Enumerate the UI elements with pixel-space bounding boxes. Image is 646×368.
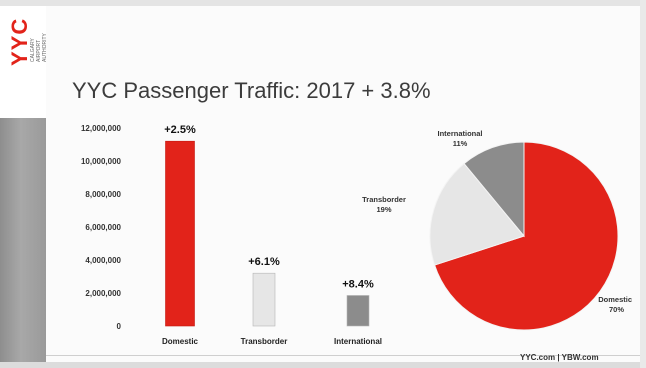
footer-rule — [46, 355, 640, 356]
bar-domestic — [165, 140, 195, 327]
pie-slice-name: International — [437, 129, 482, 138]
pie-slice-percent: 19% — [376, 205, 391, 214]
y-tick-label: 10,000,000 — [81, 157, 122, 166]
bar-international — [346, 295, 370, 327]
bar-data-label: +8.4% — [342, 278, 374, 290]
pie-slice-name: Domestic — [598, 295, 632, 304]
pie-slice-name: Transborder — [362, 195, 406, 204]
y-tick-label: 0 — [117, 322, 122, 331]
slide-title: YYC Passenger Traffic: 2017 + 3.8% — [72, 78, 431, 103]
pie-slice-percent: 70% — [609, 305, 624, 314]
y-tick-label: 2,000,000 — [85, 289, 121, 298]
frame-right — [640, 0, 646, 368]
bar-data-label: +6.1% — [248, 256, 280, 268]
y-tick-label: 4,000,000 — [85, 256, 121, 265]
bar-data-label: +2.5% — [164, 124, 196, 136]
frame-bottom — [0, 362, 646, 368]
footer-links: YYC.com | YBW.com — [520, 353, 599, 362]
bar-category-label: International — [334, 337, 382, 346]
bar-transborder — [252, 272, 276, 327]
bar-category-label: Domestic — [162, 337, 199, 346]
pie-slice-domestic — [433, 141, 619, 331]
y-tick-label: 6,000,000 — [85, 223, 121, 232]
pie-slice-transborder — [429, 162, 525, 266]
pie-slice-international — [463, 141, 525, 238]
y-tick-label: 12,000,000 — [81, 124, 122, 133]
sidebar-strip — [0, 118, 46, 362]
y-tick-label: 8,000,000 — [85, 190, 121, 199]
bar-category-label: Transborder — [241, 337, 288, 346]
logo-box — [0, 6, 46, 119]
frame-top — [0, 0, 646, 6]
pie-slice-percent: 11% — [453, 139, 468, 148]
